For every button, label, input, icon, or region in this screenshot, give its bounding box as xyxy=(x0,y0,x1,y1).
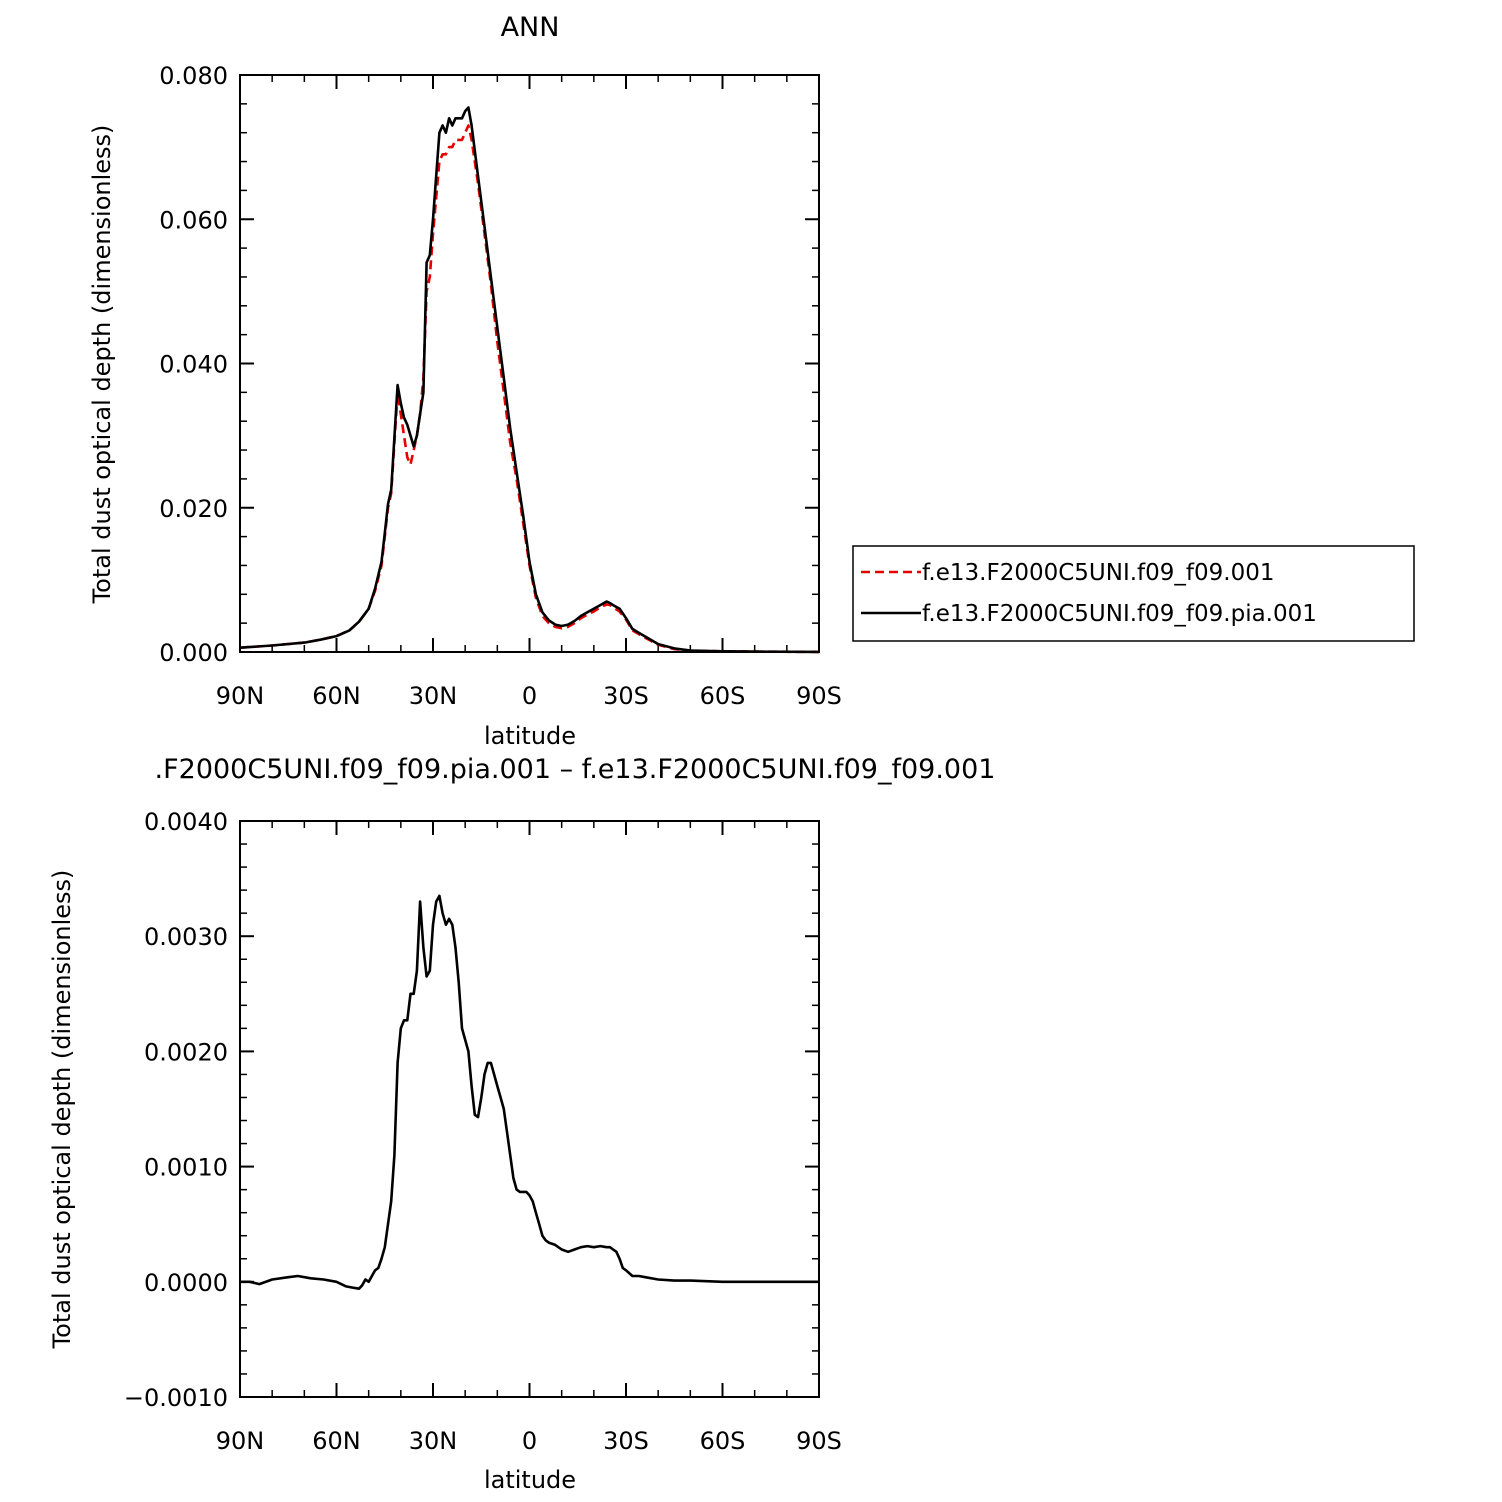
x-tick-label: 0 xyxy=(522,1427,537,1455)
y-tick-label: 0.080 xyxy=(159,62,228,90)
y-tick-label: 0.040 xyxy=(159,351,228,379)
y-tick-label: 0.000 xyxy=(159,639,228,667)
bottom-xlabel: latitude xyxy=(484,1466,576,1494)
legend-box xyxy=(852,545,1415,642)
legend-label-test: f.e13.F2000C5UNI.f09_f09.pia.001 xyxy=(922,601,1317,627)
top-panel: ANN 0.000 0.020 0.040 0.060 0.080 90N 60N 30N 0… xyxy=(88,12,1415,750)
y-tick-label: 0.020 xyxy=(159,495,228,523)
legend-label-control: f.e13.F2000C5UNI.f09_f09.001 xyxy=(922,560,1275,586)
x-tick-label: 0 xyxy=(522,682,537,710)
x-tick-label: 90S xyxy=(796,682,842,710)
x-tick-label: 60N xyxy=(312,1427,361,1455)
top-title: ANN xyxy=(501,12,560,43)
series-line-control xyxy=(239,124,820,654)
bottom-ylabel: Total dust optical depth (dimensionless) xyxy=(48,870,76,1350)
bottom-panel: .F2000C5UNI.f09_f09.pia.001 – f.e13.F200… xyxy=(48,754,995,1494)
top-xlabel: latitude xyxy=(484,722,576,750)
x-tick-label: 60N xyxy=(312,682,361,710)
x-tick-label: 30N xyxy=(409,682,458,710)
y-tick-label: 0.060 xyxy=(159,206,228,234)
top-plot-frame xyxy=(239,74,820,653)
y-tick-label: 0.0000 xyxy=(144,1269,228,1297)
series-line-test xyxy=(239,106,820,654)
difference-line xyxy=(240,894,819,1290)
x-tick-label: 90S xyxy=(796,1427,842,1455)
y-tick-label: 0.0020 xyxy=(144,1038,228,1066)
x-tick-label: 90N xyxy=(216,1427,265,1455)
x-tick-label: 60S xyxy=(700,1427,746,1455)
x-tick-label: 60S xyxy=(700,682,746,710)
x-tick-label: 30S xyxy=(603,682,649,710)
top-ylabel: Total dust optical depth (dimensionless) xyxy=(88,125,116,605)
y-tick-label: 0.0030 xyxy=(144,923,228,951)
bottom-plot-frame xyxy=(239,820,820,1398)
x-tick-label: 90N xyxy=(216,682,265,710)
y-tick-label: −0.0010 xyxy=(124,1384,228,1412)
y-tick-label: 0.0040 xyxy=(144,808,228,836)
bottom-title: .F2000C5UNI.f09_f09.pia.001 – f.e13.F200… xyxy=(155,754,996,785)
x-tick-label: 30N xyxy=(409,1427,458,1455)
legend: f.e13.F2000C5UNI.f09_f09.001 f.e13.F2000… xyxy=(852,545,1415,642)
y-tick-label: 0.0010 xyxy=(144,1154,228,1182)
x-tick-label: 30S xyxy=(603,1427,649,1455)
